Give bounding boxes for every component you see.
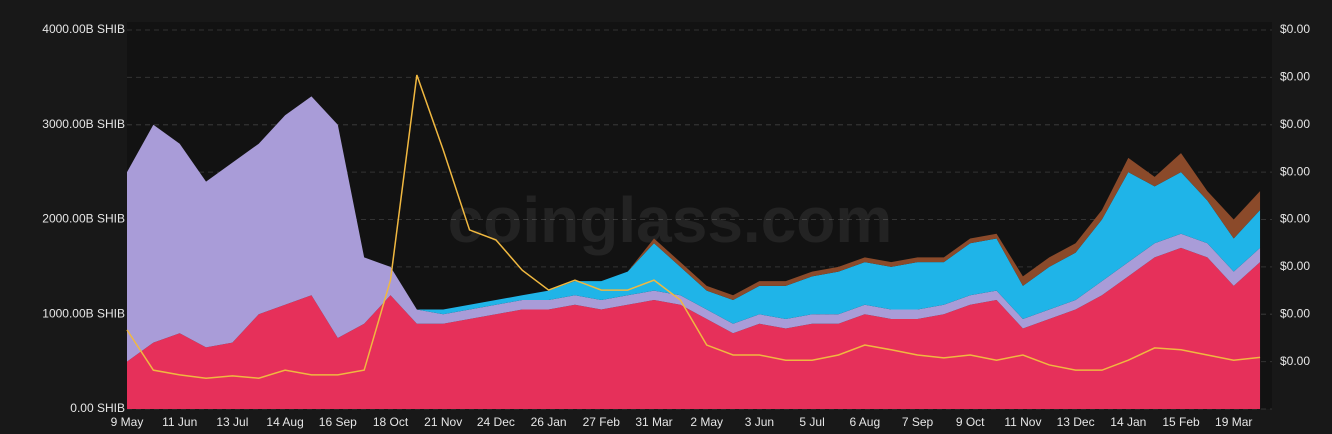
x-tick-label: 21 Nov bbox=[424, 415, 462, 429]
x-tick-label: 13 Jul bbox=[216, 415, 248, 429]
x-tick-label: 15 Feb bbox=[1162, 415, 1200, 429]
x-tick-label: 11 Nov bbox=[1004, 415, 1041, 429]
x-tick-label: 26 Jan bbox=[531, 415, 567, 429]
area bbox=[127, 96, 1261, 362]
x-tick-label: 27 Feb bbox=[583, 415, 621, 429]
x-tick-label: 2 May bbox=[690, 415, 723, 429]
x-tick-label: 9 Oct bbox=[956, 415, 985, 429]
x-tick-label: 9 May bbox=[111, 415, 144, 429]
y2-tick-label: $0.00 bbox=[1280, 164, 1310, 178]
y2-tick-label: $0.00 bbox=[1280, 259, 1310, 273]
y-tick-label: 0.00 SHIB bbox=[70, 401, 125, 415]
x-tick-label: 14 Jan bbox=[1110, 415, 1146, 429]
x-tick-label: 13 Dec bbox=[1057, 415, 1095, 429]
x-tick-label: 19 Mar bbox=[1215, 415, 1252, 429]
watermark: coinglass.com bbox=[448, 184, 893, 256]
x-tick-label: 14 Aug bbox=[266, 415, 303, 429]
x-tick-label: 7 Sep bbox=[902, 415, 934, 429]
y-tick-label: 2000.00B SHIB bbox=[42, 212, 125, 226]
x-tick-label: 6 Aug bbox=[849, 415, 880, 429]
y-tick-label: 4000.00B SHIB bbox=[42, 22, 125, 36]
y-tick-label: 1000.00B SHIB bbox=[42, 306, 125, 320]
y2-tick-label: $0.00 bbox=[1280, 354, 1310, 368]
x-tick-label: 5 Jul bbox=[799, 415, 824, 429]
area bbox=[127, 96, 1261, 324]
x-tick-label: 11 Jun bbox=[162, 415, 197, 429]
x-tick-label: 24 Dec bbox=[477, 415, 515, 429]
y2-tick-label: $0.00 bbox=[1280, 117, 1310, 131]
x-tick-label: 16 Sep bbox=[319, 415, 357, 429]
y2-tick-label: $0.00 bbox=[1280, 22, 1310, 36]
area bbox=[127, 247, 1261, 409]
price-line bbox=[126, 74, 1261, 379]
x-tick-label: 31 Mar bbox=[635, 415, 672, 429]
y2-tick-label: $0.00 bbox=[1280, 70, 1310, 84]
y-tick-label: 3000.00B SHIB bbox=[42, 117, 125, 131]
y2-tick-label: $0.00 bbox=[1280, 212, 1310, 226]
y2-tick-label: $0.00 bbox=[1280, 306, 1310, 320]
x-tick-label: 18 Oct bbox=[373, 415, 409, 429]
x-tick-label: 3 Jun bbox=[745, 415, 774, 429]
